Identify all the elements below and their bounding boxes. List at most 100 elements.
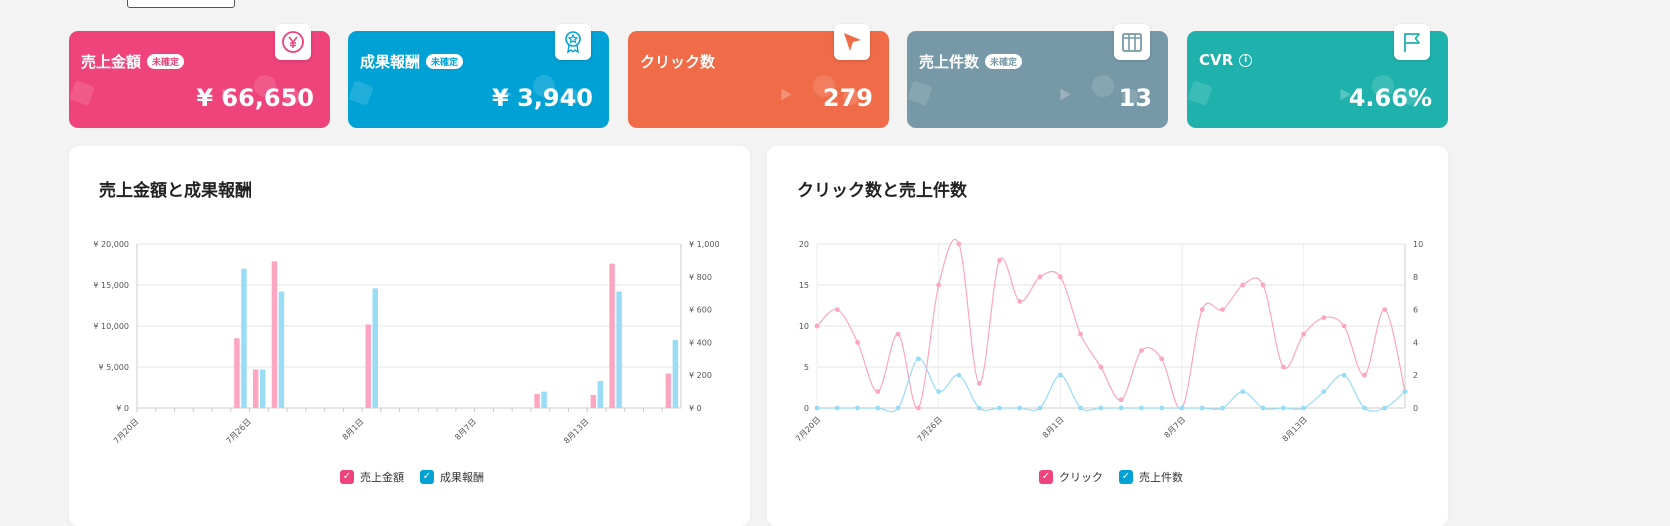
data-point (1078, 405, 1083, 411)
y-tick-label: ¥ 0 (116, 404, 129, 413)
data-point (1017, 405, 1023, 411)
data-point (1159, 356, 1165, 362)
bar (365, 324, 371, 408)
bar (672, 339, 679, 408)
clicks-sales-chart: 0 5 10 15 20 0 2 4 6 8 10 7月20日 7月26日 8月1日 8月7日 8月13日 (794, 238, 1423, 444)
card-title: 売上件数 (919, 53, 980, 71)
data-point (855, 405, 860, 411)
data-point (834, 307, 840, 312)
card-title: CVR (1199, 51, 1234, 69)
data-point (1280, 364, 1286, 370)
data-point (1382, 307, 1388, 312)
bar (609, 263, 615, 408)
data-point (895, 405, 901, 411)
cursor-icon (834, 24, 870, 60)
data-point (997, 258, 1002, 263)
data-point (1017, 299, 1023, 304)
bar (241, 268, 247, 408)
data-point (1280, 405, 1286, 411)
x-tick-label: 7月20日 (112, 417, 140, 445)
y-tick-label: 0 (804, 404, 809, 413)
data-point (1260, 282, 1266, 288)
data-point (1098, 405, 1104, 411)
data-point (1199, 405, 1205, 411)
data-point (1382, 405, 1388, 411)
y-tick-label: ¥ 10,000 (93, 322, 129, 331)
bar (597, 380, 604, 408)
data-point (997, 405, 1002, 411)
unconfirmed-badge: 未確定 (985, 54, 1023, 69)
data-point (1199, 307, 1205, 312)
bar (590, 394, 597, 408)
y-tick-label: ¥ 800 (689, 273, 712, 282)
bar (665, 373, 672, 408)
sales-reward-panel: 売上金額と成果報酬 ¥ 0 ¥ 5,000 ¥ 10,000 ¥ 15,000 ¥ 20… (69, 146, 750, 526)
legend-sales-count[interactable]: ✓ 売上件数 (1119, 469, 1183, 485)
data-point (1139, 348, 1144, 353)
yen-icon (275, 24, 311, 60)
bar (259, 369, 266, 408)
y-tick-label: ¥ 600 (689, 306, 712, 315)
card-title: クリック数 (640, 53, 716, 71)
data-point (1301, 405, 1307, 411)
data-point (1240, 389, 1246, 394)
data-point (895, 331, 901, 337)
bar (278, 291, 285, 408)
data-point (936, 389, 942, 394)
bar (252, 369, 259, 408)
data-point (1118, 405, 1124, 411)
data-point (1301, 331, 1307, 337)
bar (541, 391, 547, 408)
box-icon (1114, 24, 1150, 60)
data-point (956, 241, 962, 247)
bar (616, 291, 622, 408)
bar (534, 394, 540, 408)
y-tick-label: 5 (804, 363, 809, 372)
data-point (1057, 274, 1063, 280)
data-point (1078, 331, 1083, 337)
legend-sales[interactable]: ✓ 売上金額 (340, 469, 404, 485)
legend-label: 成果報酬 (440, 471, 484, 484)
data-point (814, 405, 820, 411)
x-tick-label: 7月20日 (794, 415, 822, 443)
top-button[interactable] (127, 0, 235, 8)
legend-reward[interactable]: ✓ 成果報酬 (420, 469, 484, 485)
x-tick-label: 8月7日 (453, 417, 478, 442)
sales-reward-chart: ¥ 0 ¥ 5,000 ¥ 10,000 ¥ 15,000 ¥ 20,000 ¥ 0 ¥ 2… (93, 240, 720, 446)
bar (271, 261, 278, 408)
y-tick-label: ¥ 20,000 (93, 240, 129, 249)
y-tick-label: ¥ 5,000 (98, 363, 129, 372)
y-tick-label: ¥ 200 (689, 371, 712, 380)
bar (234, 338, 240, 408)
x-tick-label: 8月7日 (1162, 415, 1187, 440)
y-tick-label: 0 (1413, 404, 1418, 413)
card-value: 4.66% (1348, 84, 1432, 112)
data-point (1139, 405, 1144, 411)
legend-label: 売上件数 (1139, 471, 1183, 484)
bar (372, 288, 378, 408)
y-tick-label: 15 (799, 281, 809, 290)
card-title: 売上金額 (81, 53, 142, 71)
data-point (1057, 372, 1063, 378)
data-point (1179, 405, 1185, 411)
data-point (1220, 307, 1225, 312)
data-point (915, 356, 921, 362)
info-icon[interactable]: i (1239, 53, 1253, 67)
legend-clicks[interactable]: ✓ クリック (1039, 469, 1103, 485)
flag-icon (1394, 24, 1430, 60)
y-tick-label: 20 (799, 240, 809, 249)
y-tick-label: 4 (1413, 338, 1418, 347)
legend-label: 売上金額 (360, 471, 404, 484)
checkbox-icon: ✓ (1039, 470, 1053, 484)
y-tick-label: 10 (1413, 240, 1423, 249)
checkbox-icon: ✓ (420, 470, 434, 484)
data-point (1321, 389, 1327, 394)
data-point (855, 340, 860, 345)
panel-title: クリック数と売上件数 (797, 181, 967, 201)
card-value: 13 (1118, 84, 1152, 112)
data-point (956, 372, 962, 378)
y-tick-label: ¥ 1,000 (689, 240, 720, 249)
x-tick-label: 8月13日 (562, 417, 590, 445)
checkbox-icon: ✓ (1119, 470, 1133, 484)
data-point (1098, 364, 1104, 370)
